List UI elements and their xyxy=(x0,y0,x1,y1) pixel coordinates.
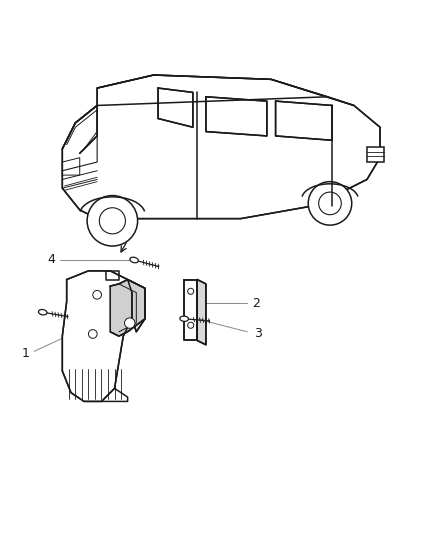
Bar xyxy=(367,147,385,162)
Polygon shape xyxy=(62,106,97,154)
Polygon shape xyxy=(197,279,206,345)
Polygon shape xyxy=(62,271,132,401)
Text: 1: 1 xyxy=(21,347,29,360)
Circle shape xyxy=(308,182,352,225)
Polygon shape xyxy=(110,279,145,336)
Polygon shape xyxy=(184,279,197,341)
Polygon shape xyxy=(158,88,193,127)
Text: 3: 3 xyxy=(254,327,262,341)
Ellipse shape xyxy=(130,257,138,263)
Ellipse shape xyxy=(39,310,47,315)
Circle shape xyxy=(87,196,138,246)
Ellipse shape xyxy=(180,316,188,321)
Polygon shape xyxy=(276,101,332,140)
Text: 2: 2 xyxy=(252,297,260,310)
Polygon shape xyxy=(206,97,267,136)
Text: 4: 4 xyxy=(47,254,55,266)
Polygon shape xyxy=(62,75,380,219)
Circle shape xyxy=(124,318,135,328)
Polygon shape xyxy=(127,279,145,332)
